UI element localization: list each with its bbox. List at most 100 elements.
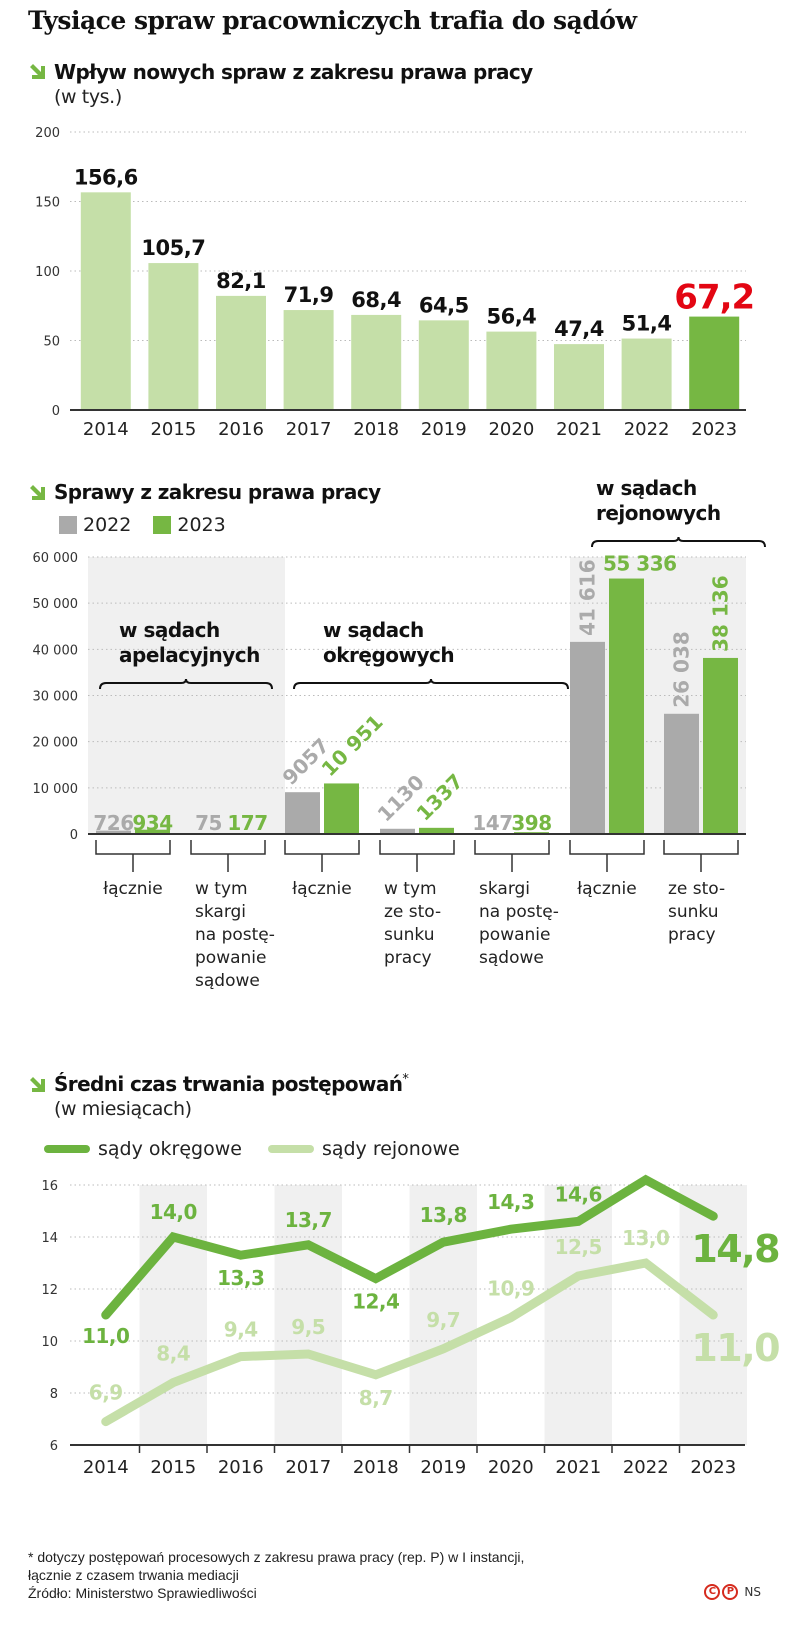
y-tick-label: 0: [70, 828, 78, 843]
copyright-icon: C: [704, 1584, 721, 1600]
category-label: łącznie: [292, 879, 351, 899]
bar-value-label: 1337: [412, 769, 468, 825]
footnote: * dotyczy postępowań procesowych z zakre…: [28, 1549, 525, 1601]
y-tick-label: 12: [41, 1283, 58, 1298]
bar-2023: [419, 827, 454, 834]
background-band: [139, 1185, 207, 1445]
line-chart-duration: 6 8 10 12 14 16 2014 2015 2016 2017 2018 2019 2020 20…: [41, 1174, 781, 1478]
group-label: w sądach: [596, 476, 697, 500]
x-tick-label: 2023: [690, 1457, 736, 1478]
x-tick-label: 2014: [83, 419, 129, 440]
x-tick-label: 2021: [556, 419, 602, 440]
bar-value-label: 26 038: [670, 631, 694, 708]
y-tick-label: 10 000: [33, 782, 79, 797]
arrow-down-right-icon: [30, 1077, 45, 1092]
y-tick-label: 40 000: [33, 643, 79, 658]
bar-2023: [135, 829, 170, 834]
legend-line-dark: [44, 1145, 90, 1153]
point-value-label: 6,9: [89, 1381, 123, 1405]
x-tick-label: 2016: [218, 1457, 264, 1478]
category-label: sądowe: [195, 971, 260, 991]
legend-item-rejonowe: sądy rejonowe: [267, 1138, 460, 1160]
category-label: sunku: [668, 902, 719, 922]
p-icon: P: [722, 1584, 739, 1600]
bar: [621, 338, 672, 410]
bar-2023: [324, 783, 359, 834]
background-band: [274, 1185, 342, 1445]
y-tick-label: 0: [52, 404, 60, 419]
line-sady-rejonowe: [101, 1258, 718, 1427]
bar-value-label: 82,1: [216, 269, 266, 293]
point-value-label: 14,8: [691, 1227, 779, 1271]
group-label: apelacyjnych: [119, 643, 260, 667]
category-label: skargi: [479, 879, 530, 899]
line-sady-okregowe: [101, 1174, 718, 1320]
category-label: na postę-: [195, 925, 275, 945]
x-tick-label: 2014: [83, 1457, 129, 1478]
y-tick-label: 10: [41, 1335, 58, 1350]
bar-value-label: 105,7: [141, 236, 205, 260]
category-label: w tym: [384, 879, 437, 899]
category-label: łącznie: [577, 879, 636, 899]
point-value-label: 13,7: [285, 1208, 332, 1232]
point-value-label: 11,0: [82, 1324, 129, 1348]
bar-value-label: 56,4: [486, 305, 536, 329]
x-tick-label: 2023: [691, 419, 737, 440]
category-label: na postę-: [479, 902, 559, 922]
bar: [486, 331, 537, 410]
point-value-label: 9,5: [291, 1315, 325, 1339]
category-bracket: [474, 840, 550, 872]
bar-2023: [703, 657, 738, 834]
bar: [283, 310, 334, 410]
source: Źródło: Ministerstwo Sprawiedliwości: [28, 1585, 257, 1601]
group-brace-okregowe: [293, 678, 569, 690]
point-value-label: 14,0: [150, 1200, 197, 1224]
bar: [216, 295, 266, 410]
point-value-label: 13,0: [622, 1226, 669, 1250]
x-tick-label: 2018: [353, 1457, 399, 1478]
x-tick-label: 2016: [218, 419, 264, 440]
legend-item-okregowe: sądy okręgowe: [44, 1138, 242, 1160]
bar-value-label: 67,2: [674, 278, 754, 318]
x-tick-label: 2015: [150, 1457, 196, 1478]
y-tick-label: 50 000: [33, 597, 79, 612]
y-tick-label: 50: [43, 335, 60, 350]
bar-value-label: 156,6: [74, 165, 138, 189]
group-label: w sądach: [323, 618, 424, 642]
bar-2022: [285, 792, 320, 834]
y-tick-label: 14: [41, 1231, 58, 1246]
bar: [689, 316, 740, 410]
bar-value-label: 41 616: [576, 559, 600, 636]
section1-title: Wpływ nowych spraw z zakresu prawa pracy: [54, 60, 533, 84]
bar-2022: [96, 830, 131, 834]
y-tick-label: 150: [35, 196, 60, 211]
point-value-label: 12,4: [352, 1290, 399, 1314]
point-value-label: 12,5: [555, 1235, 602, 1259]
category-label: pracy: [668, 925, 716, 945]
section2-title: Sprawy z zakresu prawa pracy: [54, 480, 381, 504]
bar: [148, 263, 199, 410]
group-brace-rejonowe: [591, 536, 766, 548]
point-value-label: 13,3: [217, 1266, 264, 1290]
x-tick-label: 2020: [488, 1457, 534, 1478]
x-tick-label: 2019: [421, 419, 467, 440]
x-tick-label: 2020: [488, 419, 534, 440]
point-value-label: 14,6: [555, 1182, 602, 1206]
section3-subtitle: (w miesiącach): [54, 1098, 192, 1120]
group-brace-apelacyjne: [99, 678, 273, 690]
group-label: w sądach: [119, 618, 220, 642]
x-tick-label: 2022: [623, 1457, 669, 1478]
x-tick-label: 2021: [555, 1457, 601, 1478]
bar-value-label: 147: [472, 811, 512, 835]
arrow-down-right-icon: [30, 485, 45, 500]
group-label: okręgowych: [323, 643, 454, 667]
x-tick-label: 2018: [353, 419, 399, 440]
bar-value-label: 726: [93, 811, 133, 835]
y-tick-label: 6: [50, 1439, 58, 1454]
point-value-label: 8,7: [359, 1386, 393, 1410]
category-bracket: [379, 840, 455, 872]
bar-value-label: 71,9: [284, 283, 334, 307]
point-value-label: 13,8: [420, 1203, 467, 1227]
section2-legend: 2022 2023: [59, 514, 226, 536]
bar-value-label: 68,4: [351, 288, 401, 312]
